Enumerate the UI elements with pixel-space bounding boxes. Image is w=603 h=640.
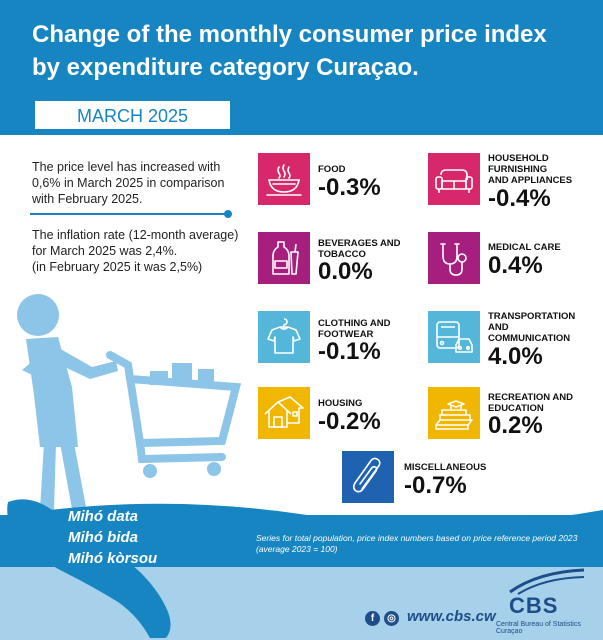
medical-tile <box>428 232 480 284</box>
food-value: -0.3% <box>318 174 381 201</box>
clothing-label: CLOTHING AND FOOTWEAR <box>318 318 390 340</box>
cbs-logo-subtitle: Central Bureau of Statistics Curaçao <box>496 621 581 635</box>
shopper-illustration <box>17 294 242 510</box>
label-line: AND <box>488 322 509 333</box>
instagram-icon[interactable]: ◎ <box>384 611 399 626</box>
stethoscope-icon <box>428 232 480 284</box>
label-line: FOOTWEAR <box>318 329 374 340</box>
website-link[interactable]: www.cbs.cw <box>407 608 496 625</box>
beverages-tile <box>258 232 310 284</box>
intro-line: for March 2025 was 2,4%. <box>32 244 178 258</box>
intro-line: The inflation rate (12-month average) <box>32 228 239 242</box>
recreation-label: RECREATION AND EDUCATION <box>488 392 573 414</box>
label-line: BEVERAGES AND <box>318 238 401 249</box>
label-line: EDUCATION <box>488 403 544 414</box>
label-line: TRANSPORTATION <box>488 311 576 322</box>
title-line-2: by expenditure category Curaçao. <box>32 54 419 81</box>
island-silhouette-icon <box>7 499 171 638</box>
logo-wave-icon <box>509 568 585 595</box>
sofa-icon <box>428 153 480 205</box>
food-label: FOOD <box>318 164 346 175</box>
title-line-1: Change of the monthly consumer price ind… <box>32 21 547 48</box>
clothing-tile <box>258 311 310 363</box>
slogan-line-1: Mihó data <box>68 508 138 525</box>
divider-line <box>30 213 227 215</box>
bottle-icon <box>258 232 310 284</box>
label-line: TOBACCO <box>318 249 366 260</box>
transport-value: 4.0% <box>488 343 543 370</box>
label-line: FURNISHING <box>488 164 548 175</box>
month-label: MARCH 2025 <box>33 99 232 131</box>
page-title: Change of the monthly consumer price ind… <box>32 18 592 84</box>
label-line: HOUSEHOLD <box>488 153 549 164</box>
footer-note: Series for total population, price index… <box>256 533 586 555</box>
housing-tile <box>258 387 310 439</box>
cbs-logo: CBS <box>509 593 559 618</box>
beverages-value: 0.0% <box>318 258 373 285</box>
intro-line: 0,6% in March 2025 in comparison <box>32 176 225 190</box>
label-line: COMMUNICATION <box>488 333 571 344</box>
food-tile <box>258 153 310 205</box>
paperclip-icon <box>342 451 394 503</box>
housing-label: HOUSING <box>318 398 363 409</box>
intro-line: with February 2025. <box>32 192 143 206</box>
footer-wave <box>0 503 603 542</box>
medical-value: 0.4% <box>488 252 543 279</box>
label-line: AND APPLIANCES <box>488 175 573 186</box>
medical-label: MEDICAL CARE <box>488 242 561 253</box>
facebook-icon[interactable]: f <box>365 611 380 626</box>
clothing-value: -0.1% <box>318 338 381 365</box>
housing-value: -0.2% <box>318 408 381 435</box>
food-bowl-icon <box>258 153 310 205</box>
books-icon <box>428 387 480 439</box>
household-value: -0.4% <box>488 185 551 212</box>
recreation-tile <box>428 387 480 439</box>
bus-car-icon <box>428 311 480 363</box>
misc-label: MISCELLANEOUS <box>404 462 487 473</box>
recreation-value: 0.2% <box>488 412 543 439</box>
household-tile <box>428 153 480 205</box>
beverages-label: BEVERAGES AND TOBACCO <box>318 238 401 260</box>
price-level-text: The price level has increased with 0,6% … <box>32 159 224 207</box>
note-line: Series for total population, price index… <box>256 533 578 543</box>
divider-dot <box>224 210 232 218</box>
label-line: CLOTHING AND <box>318 318 391 329</box>
transport-tile <box>428 311 480 363</box>
misc-tile <box>342 451 394 503</box>
misc-value: -0.7% <box>404 472 467 499</box>
label-line: RECREATION AND <box>488 392 573 403</box>
house-icon <box>258 387 310 439</box>
inflation-text: The inflation rate (12-month average) fo… <box>32 227 238 275</box>
note-line: (average 2023 = 100) <box>256 544 338 554</box>
shirt-icon <box>258 311 310 363</box>
slogan-line-2: Mihó bida <box>68 529 138 546</box>
slogan-line-3: Mihó kòrsou <box>68 550 158 567</box>
household-label: HOUSEHOLD FURNISHING AND APPLIANCES <box>488 153 572 186</box>
intro-line: The price level has increased with <box>32 160 221 174</box>
transport-label: TRANSPORTATION AND COMMUNICATION <box>488 311 575 344</box>
intro-line: (in February 2025 it was 2,5%) <box>32 260 203 274</box>
